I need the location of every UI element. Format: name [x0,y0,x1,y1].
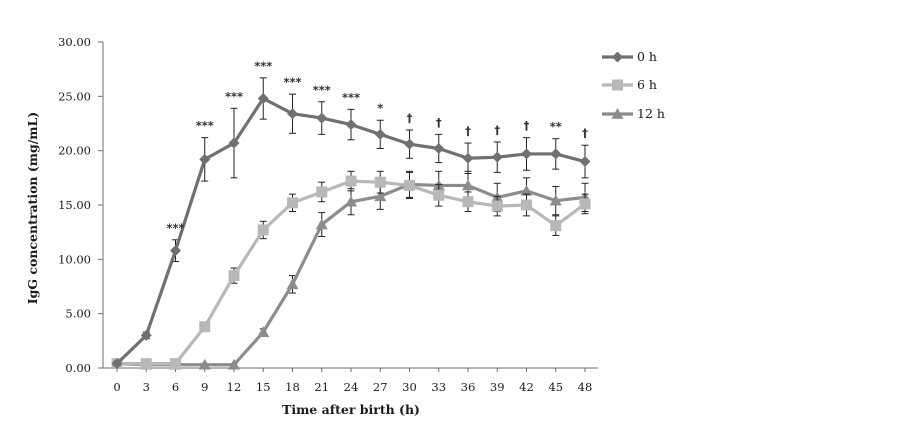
legend-label-12h: 12 h [637,106,665,121]
data-point-6h [257,224,269,236]
significance-marker: *** [196,119,214,133]
data-point-6h [550,220,562,232]
y-tick-label: 25.00 [58,89,91,103]
significance-marker: *** [225,89,243,103]
x-tick-label: 0 [113,380,120,394]
data-point-0h [579,156,591,168]
x-tick-label: 48 [578,380,593,394]
significance-marker: *** [342,90,360,104]
data-point-6h [199,321,211,333]
data-point-6h [491,200,503,212]
y-tick-label: 0.00 [65,361,91,375]
data-point-12h [520,184,533,196]
data-point-12h [286,278,299,290]
x-tick-label: 30 [402,380,417,394]
data-point-12h [345,195,357,207]
significance-marker: * [377,101,383,115]
data-point-0h [228,137,240,149]
x-tick-label: 36 [461,380,476,394]
y-tick-label: 20.00 [58,144,91,158]
data-point-6h [374,176,386,188]
x-tick-label: 45 [548,380,563,394]
x-tick-label: 12 [227,380,242,394]
x-tick-label: 39 [490,380,505,394]
data-point-6h [316,186,328,198]
significance-marker: † [494,123,500,137]
data-point-6h [345,175,357,187]
data-point-6h [404,179,415,191]
y-tick-label: 10.00 [58,252,91,266]
legend-marker-6h [612,79,623,91]
y-tick-label: 15.00 [58,198,91,212]
data-point-0h [199,153,211,165]
data-point-0h [111,358,123,370]
data-point-0h [345,119,357,131]
x-tick-label: 24 [344,380,359,394]
data-point-6h [140,358,152,370]
legend-label-0h: 0 h [637,49,657,64]
legend-label-6h: 6 h [637,77,657,92]
x-tick-label: 21 [314,380,329,394]
data-point-0h [433,142,445,154]
data-point-0h [170,245,181,257]
data-point-12h [198,358,211,370]
data-point-12h [228,358,240,370]
x-tick-label: 18 [285,380,300,394]
data-point-12h [257,326,270,337]
y-axis-title: IgG concentration (mg/mL) [25,112,40,304]
x-tick-label: 27 [373,380,388,394]
data-point-6h [287,197,298,209]
significance-marker: ** [550,120,562,134]
data-point-0h [462,152,474,164]
significance-marker: † [436,115,442,129]
data-point-0h [521,148,532,160]
data-point-0h [287,108,298,120]
data-point-6h [462,196,474,208]
data-point-0h [140,329,152,341]
data-point-6h [170,358,181,370]
data-point-0h [316,112,328,124]
significance-marker: † [407,111,413,125]
x-axis-title: Time after birth (h) [282,402,420,417]
significance-marker: *** [283,75,301,89]
legend-marker-12h [611,108,624,119]
legend-marker-0h [612,51,623,63]
data-point-0h [491,151,503,163]
data-point-6h [433,189,445,201]
data-point-12h [315,218,328,230]
significance-marker: † [524,119,530,133]
x-tick-label: 3 [143,380,150,394]
x-tick-label: 15 [256,380,271,394]
significance-marker: † [465,124,471,138]
data-point-0h [404,138,415,150]
significance-marker: *** [313,83,331,97]
data-point-0h [550,148,562,160]
x-tick-label: 6 [172,380,179,394]
significance-marker: *** [166,221,184,235]
x-tick-label: 9 [201,380,208,394]
data-point-0h [257,93,269,105]
significance-marker: † [582,126,588,140]
significance-marker: *** [254,59,272,73]
data-point-6h [521,199,532,211]
data-point-12h [549,194,562,206]
y-tick-label: 5.00 [65,307,91,321]
x-tick-label: 42 [519,380,534,394]
y-tick-label: 30.00 [58,35,91,49]
x-tick-label: 33 [431,380,446,394]
data-point-6h [579,198,591,210]
data-point-12h [374,190,387,202]
data-point-6h [228,270,240,282]
data-point-12h [462,179,474,191]
data-point-0h [374,128,386,140]
